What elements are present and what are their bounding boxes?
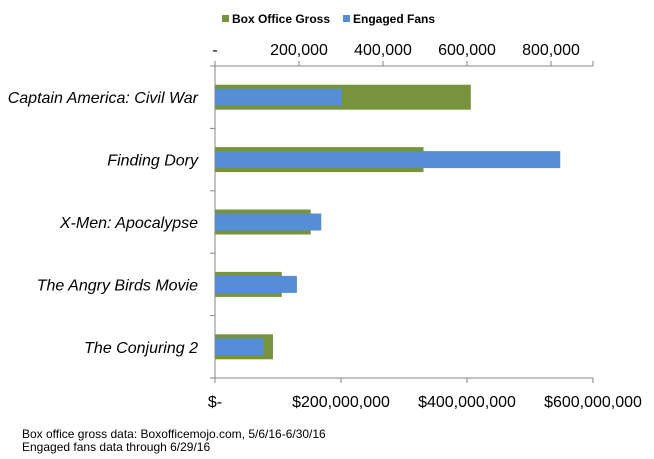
category-label-captain-america-civil-war: Captain America: Civil War: [8, 90, 199, 107]
top-axis-tick-label: 600,000: [438, 42, 496, 59]
top-axis-tick-label: 400,000: [354, 42, 412, 59]
top-axis-tick-label: -: [212, 42, 217, 59]
top-axis-tick-label: 200,000: [270, 42, 328, 59]
bar-engaged-fans-finding-dory: [215, 151, 561, 169]
bottom-axis-tick-label: $-: [208, 394, 222, 411]
bar-engaged-fans-the-conjuring-2: [215, 338, 264, 356]
source-note-engaged-fans: Engaged fans data through 6/29/16: [22, 440, 211, 454]
legend-swatch-engaged-fans: [343, 15, 350, 22]
source-note-box-office: Box office gross data: Boxofficemojo.com…: [22, 427, 326, 441]
legend-label-engaged-fans: Engaged Fans: [353, 12, 435, 26]
category-label-finding-dory: Finding Dory: [107, 153, 199, 170]
category-label-the-angry-birds-movie: The Angry Birds Movie: [37, 277, 198, 294]
bottom-axis-tick-label: $200,000,000: [292, 394, 390, 411]
bar-engaged-fans-captain-america-civil-war: [215, 88, 342, 106]
bottom-axis-tick-label: $600,000,000: [544, 394, 642, 411]
legend-swatch-box-office-gross: [222, 15, 229, 22]
bottom-axis-tick-label: $400,000,000: [418, 394, 516, 411]
bar-engaged-fans-x-men-apocalypse: [215, 213, 322, 231]
category-label-x-men-apocalypse: X-Men: Apocalypse: [59, 215, 198, 232]
legend-label-box-office-gross: Box Office Gross: [232, 12, 330, 26]
category-label-the-conjuring-2: The Conjuring 2: [84, 340, 198, 357]
bar-engaged-fans-the-angry-birds-movie: [215, 275, 297, 293]
source-notes: Box office gross data: Boxofficemojo.com…: [22, 428, 326, 454]
top-axis-tick-label: 800,000: [522, 42, 580, 59]
